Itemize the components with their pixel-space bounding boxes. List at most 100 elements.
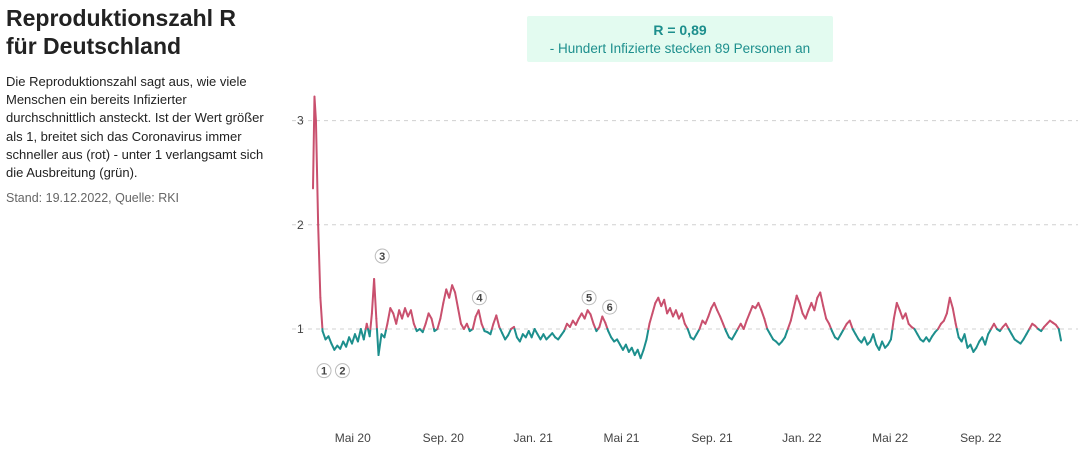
annotation-label-4: 4: [476, 293, 483, 305]
r-line-segment: [951, 307, 957, 325]
r-line-segment: [639, 348, 645, 360]
r-line-segment: [345, 336, 351, 348]
r-line-segment: [798, 301, 804, 315]
r-line-segment: [404, 307, 409, 318]
r-line-segment: [651, 301, 657, 315]
r-line-segment: [530, 328, 536, 339]
r-line-segment: [368, 328, 372, 338]
r-line-segment: [477, 309, 483, 325]
r-line-segment: [339, 340, 345, 350]
annotation-label-2: 2: [339, 366, 345, 378]
r-line-segment: [819, 291, 825, 308]
annotation-label-1: 1: [321, 366, 327, 378]
r-line-segment: [878, 340, 884, 351]
r-line-segment: [607, 330, 613, 339]
r-line-segment: [891, 317, 895, 330]
x-tick-label: Jan. 21: [513, 431, 553, 445]
r-line-segment: [748, 305, 754, 315]
r-line-segment: [501, 332, 507, 341]
x-tick-label: Mai 21: [603, 431, 639, 445]
r-line-segment: [760, 309, 766, 320]
r-line-segment: [783, 328, 789, 339]
r-line-segment: [386, 307, 392, 325]
r-line-segment: [369, 312, 373, 330]
r-line-segment: [757, 301, 763, 312]
r-line-segment: [454, 291, 460, 310]
r-line-segment: [680, 312, 686, 325]
r-line-segment: [583, 309, 589, 320]
annotation-marker-3: [374, 248, 390, 264]
r-line-segment: [763, 317, 769, 330]
r-line-segment: [351, 333, 356, 345]
r-line-segment: [601, 315, 607, 324]
annotation-marker-1: [316, 363, 332, 379]
r-line-segment: [898, 309, 904, 320]
r-line-segment: [686, 328, 692, 339]
r-line-segment: [895, 301, 901, 312]
r-line-segment: [457, 307, 462, 325]
r-line-segment: [471, 315, 477, 330]
r-line-segment: [513, 328, 518, 339]
r-line-segment: [872, 333, 878, 346]
r-line-segment: [822, 305, 828, 320]
r-line-segment: [716, 309, 722, 318]
r-line-segment: [645, 328, 650, 341]
current-r-explanation: - Hundert Infizierte stecken 89 Personen…: [549, 41, 811, 56]
r-line-segment: [383, 328, 388, 339]
r-line-segment: [451, 284, 457, 294]
r-line-segment: [321, 330, 327, 341]
r-line-segment: [409, 309, 415, 325]
r-line-segment: [674, 309, 680, 320]
r-line-segment: [863, 336, 869, 346]
r-line-segment: [319, 296, 324, 330]
r-line-segment: [698, 319, 704, 330]
r-line-segment: [642, 338, 648, 351]
r-line-segment: [948, 296, 954, 310]
r-line-segment: [955, 328, 960, 339]
r-line-segment: [375, 317, 378, 330]
x-tick-label: Sep. 20: [423, 431, 465, 445]
r-line-segment: [657, 296, 663, 308]
r-line-segment: [889, 328, 894, 341]
r-line-segment: [725, 330, 730, 339]
x-tick-label: Sep. 22: [960, 431, 1002, 445]
r-line-segment: [330, 342, 336, 351]
r-line-segment: [663, 298, 669, 315]
r-line-segment: [786, 319, 792, 330]
r-line-segment: [424, 312, 430, 325]
r-line-segment: [442, 288, 448, 304]
source-note: Stand: 19.12.2022, Quelle: RKI: [6, 191, 180, 206]
r-line-segment: [448, 284, 454, 299]
title-line-1: Reproduktionszahl R: [6, 5, 237, 31]
r-line-segment: [327, 335, 333, 345]
r-line-segment: [568, 319, 574, 328]
r-line-segment: [848, 319, 854, 330]
annotation-label-5: 5: [586, 293, 592, 305]
r-line-segment: [436, 317, 442, 330]
current-r-value: R = 0,89: [653, 22, 707, 38]
r-line-segment: [792, 294, 798, 310]
r-line-segment: [401, 307, 407, 320]
r-line-segment: [377, 333, 383, 357]
chart-description: Die Reproduktionszahl sagt aus, wie viel…: [6, 74, 264, 181]
x-tick-label: Jan. 22: [782, 431, 822, 445]
r-line-segment: [704, 315, 710, 325]
y-tick-label: 3: [297, 114, 304, 128]
r-line-segment: [630, 346, 636, 357]
annotation-marker-4: [471, 290, 487, 306]
r-line-segment: [1057, 328, 1062, 342]
r-line-segment: [713, 301, 719, 312]
r-line-segment: [395, 309, 401, 325]
r-line-segment: [789, 307, 795, 322]
r-line-segment: [598, 315, 604, 328]
annotation-marker-5: [581, 290, 597, 306]
annotation-marker-6: [602, 299, 618, 315]
r-line-segment: [984, 333, 990, 346]
r-line-segment: [881, 340, 887, 349]
r-line-segment: [745, 312, 751, 322]
r-line-segment: [495, 314, 501, 328]
r-line-segment: [945, 296, 951, 315]
r-line-segment: [574, 317, 580, 326]
annotation-label-3: 3: [379, 251, 385, 263]
